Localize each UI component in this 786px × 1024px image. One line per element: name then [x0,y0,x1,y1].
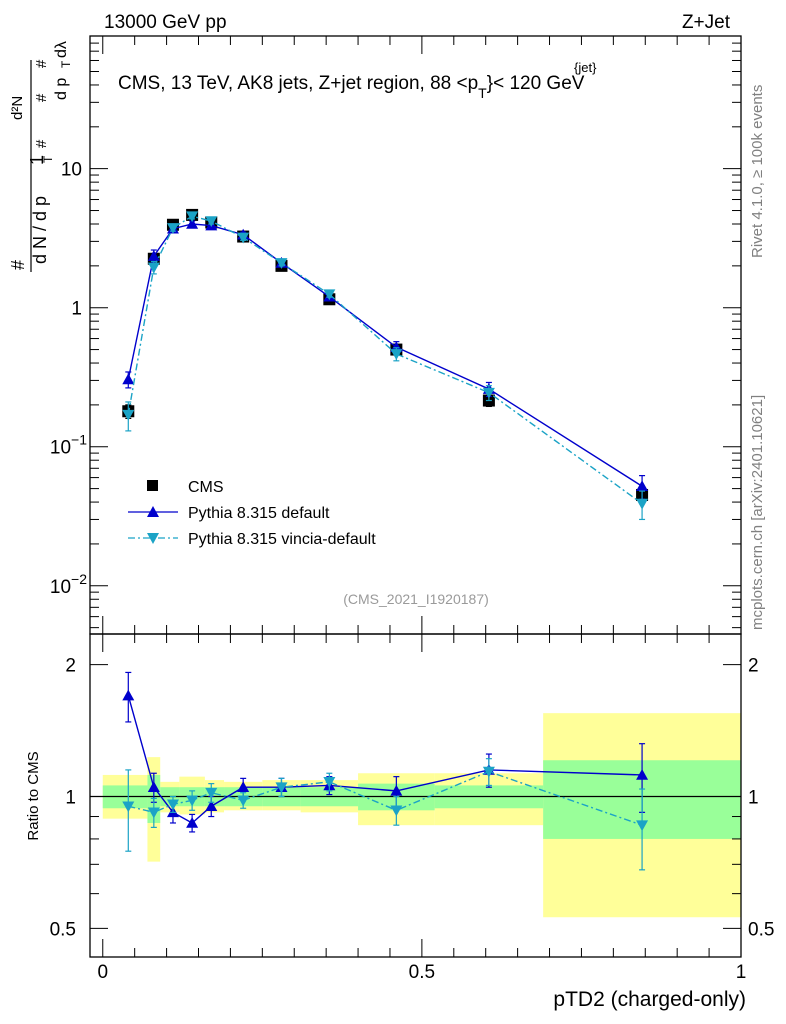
ratio-line-vincia [128,770,643,826]
main-point-default-0 [122,373,135,385]
main-point-vincia-5 [237,232,250,244]
main-point-vincia-10 [636,498,649,510]
annotation-sup: {jet} [574,60,597,75]
ratio-ytick-label-right-2: 2 [748,656,759,677]
ratio-point-default-5 [237,781,250,793]
ratio-point-default-1 [147,781,160,793]
ratio-point-default-4 [205,800,218,812]
main-ytick-label-1: 10−1 [50,432,87,459]
ratio-point-default-3 [186,816,199,828]
annotation-end: }< 120 GeV [487,73,585,94]
ratio-ytick-label-0: 0.5 [50,919,76,940]
legend: CMS Pythia 8.315 default Pythia 8.315 vi… [128,479,376,548]
analysis-id: (CMS_2021_I1920187) [343,591,489,607]
ratio-ytick-label-right-1: 1 [748,787,759,808]
legend-marker-vincia [147,533,159,544]
ratio-point-vincia-1 [147,807,160,819]
ylabel-T1: T [41,155,55,163]
annotation-sub: T [478,85,487,101]
xtick-label-1: 0.5 [409,962,435,983]
main-line-vincia [127,215,643,505]
ratio-point-vincia-5 [237,795,250,807]
ratio-ytick-label-2: 2 [65,656,76,677]
ylabel-T2: T [59,60,73,68]
ratio-point-default-8 [390,784,403,796]
ylabel-dp: d p [53,78,70,100]
ratio-point-vincia-6 [275,782,288,794]
main-ytick-label-2: 1 [71,299,82,320]
axis-ticks: 10−2 10−1 1 10 0.5 0.5 1 1 2 2 0 0.5 1 [50,35,774,983]
ratio-series-layer [122,671,649,871]
ylabel-d2N: d²N [9,96,26,120]
plot-annotation: CMS, 13 TeV, AK8 jets, Z+jet region, 88 … [118,73,585,101]
main-point-default-1 [147,250,160,261]
ratio-plot-frame [89,633,742,958]
ratio-point-vincia-4 [205,787,218,799]
main-series-layer [122,208,649,521]
ratio-point-vincia-9 [482,766,495,778]
ylabel-hash3: # [33,59,50,68]
ratio-point-vincia-3 [186,795,199,807]
legend-marker-cms [147,480,158,491]
legend-label-default: Pythia 8.315 default [188,505,330,522]
legend-label-cms: CMS [188,479,224,496]
main-ytick-label-0: 10−2 [50,571,87,598]
ylabel-hash2: # [33,139,50,148]
x-axis-label: pTD2 (charged-only) [553,988,746,1011]
xtick-label-2: 1 [736,962,747,983]
annotation-main: CMS, 13 TeV, AK8 jets, Z+jet region, 88 … [118,73,478,94]
ratio-point-vincia-8 [390,805,403,817]
main-point-vincia-0 [122,409,135,421]
header-right: Z+Jet [682,12,731,33]
y-axis-label: 1 d N / d p T # d²N d p T # dλ # # [8,41,73,272]
ylabel-hash1: # [8,260,28,270]
ratio-point-vincia-10 [636,820,649,832]
ratio-point-vincia-7 [323,777,336,788]
ylabel-dlambda: dλ [53,41,70,58]
mcplots-label: mcplots.cern.ch [arXiv:2401.10621] [749,395,766,630]
ratio-point-default-0 [122,689,135,701]
main-point-vincia-6 [275,258,288,269]
ratio-point-default-10 [636,768,649,780]
header-left: 13000 GeV pp [104,12,227,33]
ylabel-one: 1 [27,155,47,165]
xtick-label-0: 0 [97,962,108,983]
ylabel-hash4: # [33,93,50,102]
main-point-vincia-9 [482,387,495,399]
main-point-vincia-4 [205,216,218,228]
main-point-vincia-3 [186,211,199,223]
main-line-default [127,223,643,487]
legend-marker-default [147,506,159,517]
main-point-default-3 [186,218,199,229]
ratio-ylabel: Ratio to CMS [25,751,42,840]
ratio-point-vincia-2 [166,799,179,811]
main-ytick-label-3: 10 [61,160,82,181]
main-point-vincia-8 [390,349,403,360]
ratio-point-vincia-0 [122,801,135,813]
ylabel-dN: d N / d p [30,196,50,264]
main-point-default-10 [636,480,649,492]
ratio-ytick-label-right-0: 0.5 [748,919,774,940]
main-point-vincia-2 [166,223,179,234]
main-point-vincia-7 [323,289,336,301]
main-point-vincia-1 [147,262,160,274]
ratio-ytick-label-1: 1 [65,787,76,808]
rivet-version-label: Rivet 4.1.0, ≥ 100k events [749,85,766,258]
legend-label-vincia: Pythia 8.315 vincia-default [188,531,376,548]
